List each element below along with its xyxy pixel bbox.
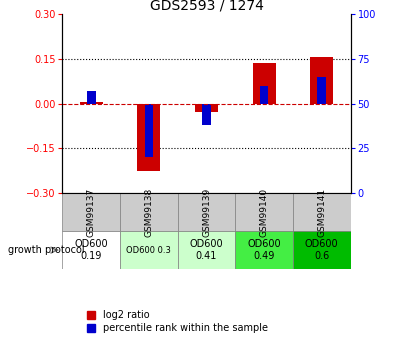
Text: GSM99139: GSM99139 xyxy=(202,188,211,237)
Text: GSM99138: GSM99138 xyxy=(144,188,154,237)
Text: GSM99141: GSM99141 xyxy=(317,188,326,237)
Text: GSM99137: GSM99137 xyxy=(87,188,96,237)
Bar xyxy=(293,193,351,231)
Text: growth protocol: growth protocol xyxy=(8,245,85,255)
Bar xyxy=(195,104,218,112)
Bar xyxy=(202,104,211,125)
Text: OD600
0.6: OD600 0.6 xyxy=(305,239,339,261)
Legend: log2 ratio, percentile rank within the sample: log2 ratio, percentile rank within the s… xyxy=(87,310,268,333)
Bar xyxy=(318,77,326,104)
Title: GDS2593 / 1274: GDS2593 / 1274 xyxy=(150,0,264,13)
Bar xyxy=(87,91,96,103)
Bar xyxy=(137,104,160,171)
Bar xyxy=(235,193,293,231)
Text: GSM99140: GSM99140 xyxy=(260,188,269,237)
Bar xyxy=(120,231,178,269)
Bar xyxy=(253,63,276,104)
Bar xyxy=(178,231,235,269)
Bar xyxy=(145,104,153,157)
Bar xyxy=(120,193,178,231)
Text: OD600
0.41: OD600 0.41 xyxy=(190,239,223,261)
Bar xyxy=(62,231,120,269)
Bar xyxy=(235,231,293,269)
Bar xyxy=(62,193,120,231)
Bar xyxy=(260,86,268,104)
Text: OD600
0.19: OD600 0.19 xyxy=(75,239,108,261)
Text: OD600
0.49: OD600 0.49 xyxy=(247,239,281,261)
Bar xyxy=(310,57,333,104)
Text: OD600 0.3: OD600 0.3 xyxy=(127,246,171,255)
Bar xyxy=(80,102,103,103)
Bar xyxy=(293,231,351,269)
Bar xyxy=(178,193,235,231)
